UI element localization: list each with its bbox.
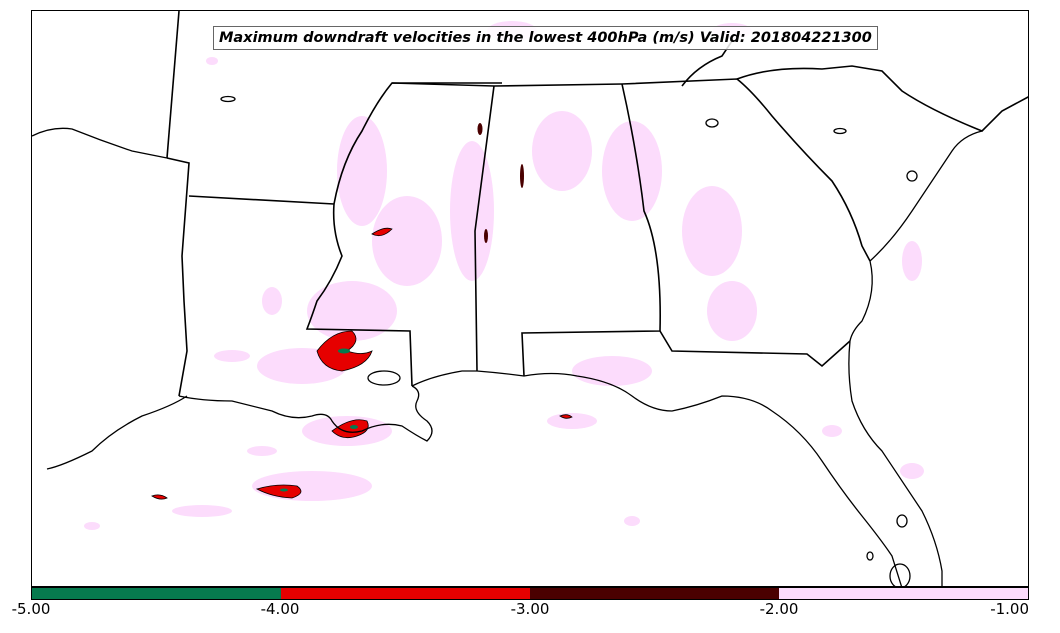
colorbar-segment (530, 588, 779, 599)
map-title: Maximum downdraft velocities in the lowe… (213, 26, 878, 50)
colorbar (31, 587, 1029, 600)
colorbar-tick-labels: -5.00 -4.00 -3.00 -2.00 -1.00 (0, 600, 1060, 624)
downdraft-red-areas (151, 227, 573, 500)
colorbar-segment (32, 588, 281, 599)
coastline (32, 95, 983, 586)
map-canvas (32, 11, 1028, 586)
downdraft-green-areas (280, 348, 358, 492)
downdraft-darkred-areas (477, 123, 524, 243)
colorbar-tick-label: -2.00 (759, 600, 799, 618)
state-borders (166, 11, 1028, 397)
colorbar-tick-label: -4.00 (260, 600, 300, 618)
colorbar-segment (281, 588, 530, 599)
colorbar-segment (779, 588, 1028, 599)
downdraft-light-areas (84, 21, 924, 530)
colorbar-tick-label: -5.00 (11, 600, 51, 618)
colorbar-tick-label: -3.00 (510, 600, 550, 618)
colorbar-tick-label: -1.00 (990, 600, 1029, 618)
map-panel: Maximum downdraft velocities in the lowe… (31, 10, 1029, 587)
